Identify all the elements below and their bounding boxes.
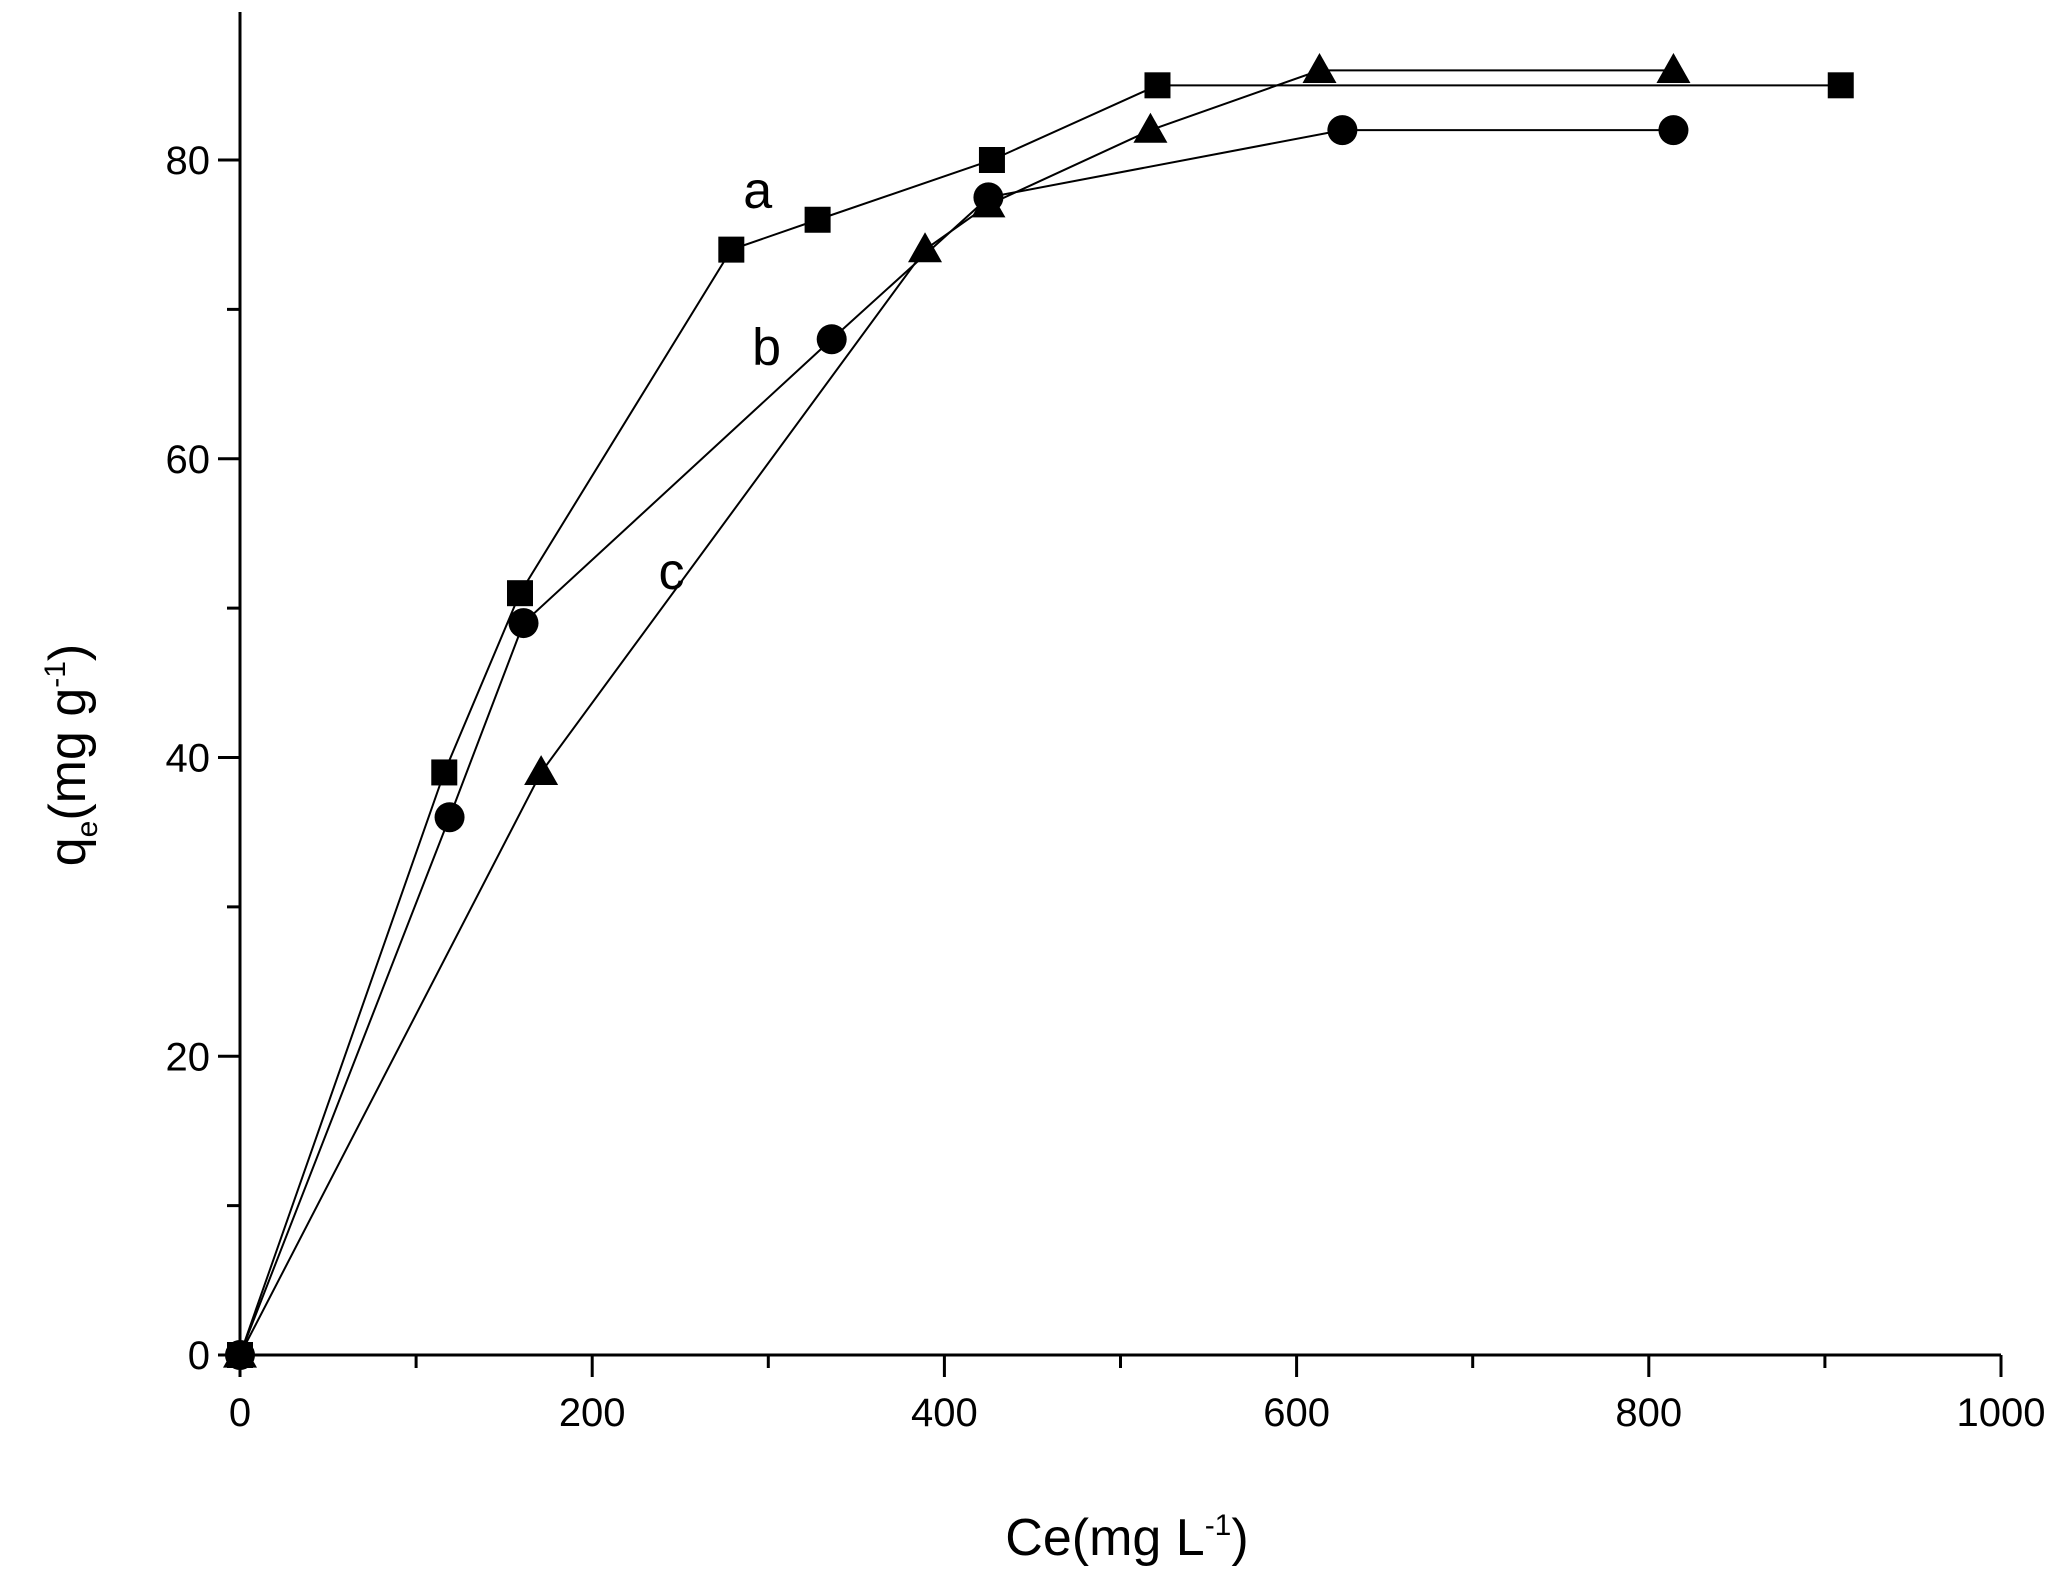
- x-tick-label: 400: [911, 1391, 978, 1435]
- data-point-a: [718, 236, 745, 263]
- data-point-c: [1133, 112, 1168, 143]
- x-tick-label: 600: [1263, 1391, 1330, 1435]
- series-label-a: a: [743, 162, 772, 220]
- data-point-b: [508, 608, 539, 639]
- y-tick-label: 0: [188, 1334, 210, 1378]
- x-axis-title: Ce(mg L-1): [1005, 1509, 1248, 1567]
- series-label-b: b: [752, 319, 781, 377]
- data-point-a: [506, 580, 533, 607]
- series-line-a: [239, 84, 1841, 1356]
- data-point-b: [1658, 115, 1689, 146]
- series-markers: [223, 53, 1854, 1370]
- series-label-c: c: [658, 543, 684, 601]
- data-point-a: [1827, 72, 1854, 99]
- x-tick-label: 1000: [1957, 1391, 2046, 1435]
- series-labels: a b c: [658, 162, 781, 601]
- x-tick-label: 0: [229, 1391, 251, 1435]
- data-point-c: [223, 1337, 257, 1368]
- data-point-a: [431, 759, 458, 786]
- data-point-c: [524, 755, 559, 786]
- x-tick-label: 800: [1615, 1391, 1682, 1435]
- data-point-c: [1656, 53, 1691, 83]
- data-point-c: [1302, 53, 1337, 83]
- data-point-a: [804, 206, 831, 233]
- axes: 0 200 400 600 800 1000 0 20 40 60 80: [166, 12, 2046, 1435]
- x-tick-label: 200: [559, 1391, 626, 1435]
- data-point-b: [816, 324, 847, 355]
- data-point-c: [971, 187, 1006, 218]
- y-axis-title: qe(mg g-1): [39, 644, 104, 867]
- y-tick-label: 60: [166, 438, 211, 482]
- series-line-c: [239, 69, 1674, 1356]
- y-tick-label: 20: [166, 1035, 211, 1079]
- series-line-b: [239, 129, 1674, 1356]
- data-point-a: [978, 147, 1005, 173]
- data-point-b: [434, 802, 465, 833]
- data-point-b: [1327, 115, 1358, 146]
- data-point-c: [908, 232, 943, 263]
- series-lines: [239, 69, 1841, 1356]
- data-point-a: [1144, 72, 1171, 99]
- y-tick-label: 80: [166, 139, 211, 183]
- y-tick-label: 40: [166, 737, 211, 781]
